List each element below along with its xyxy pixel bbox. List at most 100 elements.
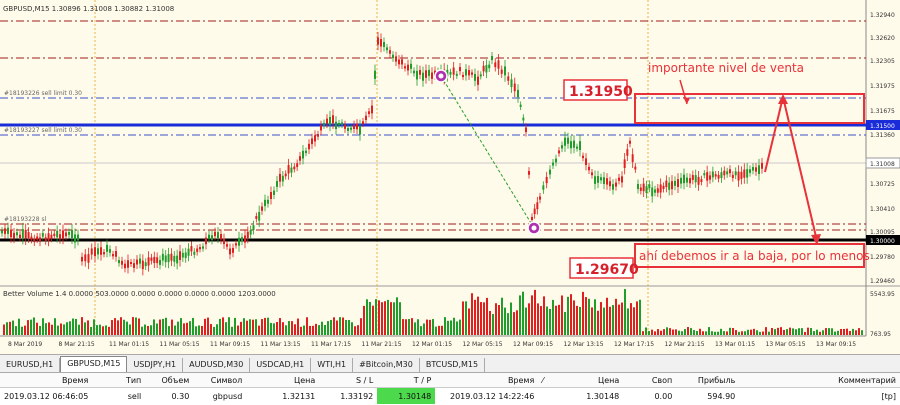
tab-2[interactable]: USDJPY,H1: [127, 358, 184, 372]
col-volume[interactable]: Объем: [145, 373, 194, 388]
volume-bar: [423, 323, 425, 335]
tab-1[interactable]: GBPUSD,M15: [60, 356, 128, 372]
candle-body: [103, 252, 105, 255]
volume-bar: [441, 325, 443, 335]
candle-body: [87, 254, 90, 263]
time-tick: 11 Mar 17:15: [311, 341, 351, 348]
col-swap[interactable]: Своп: [623, 373, 677, 388]
volume-bar: [408, 319, 410, 335]
col-symbol[interactable]: Символ: [193, 373, 247, 388]
tab-7[interactable]: BTCUSD,M15: [420, 358, 486, 372]
price-panel: [0, 0, 866, 286]
target-zone-box[interactable]: [634, 243, 865, 268]
candle-body: [479, 74, 482, 77]
candle-body: [124, 263, 126, 269]
cell-open-time: 2019.03.12 06:46:05: [4, 391, 89, 401]
volume-bar: [261, 319, 263, 335]
volume-bar: [396, 297, 398, 335]
col-price[interactable]: Цена: [246, 373, 320, 388]
order-label-1: #18193226 sell limit 0.30: [4, 90, 82, 97]
candle-body: [281, 175, 284, 182]
volume-bar: [306, 317, 308, 335]
tab-0[interactable]: EURUSD,H1: [0, 358, 61, 372]
volume-bar: [675, 329, 677, 335]
col-sl[interactable]: S / L: [319, 373, 378, 388]
volume-bar: [705, 331, 707, 335]
order-label-2: #18193227 sell limit 0.30: [4, 127, 82, 134]
candle-body: [567, 137, 569, 144]
candle-body: [680, 177, 682, 184]
candle-body: [665, 180, 668, 188]
candle-body: [84, 254, 87, 262]
volume-bar: [402, 319, 404, 335]
col-comment[interactable]: Комментарий: [739, 373, 900, 388]
col-close-price[interactable]: Цена: [560, 373, 624, 388]
volume-bar: [102, 326, 104, 335]
candle-body: [668, 182, 671, 190]
candle-body: [404, 66, 406, 69]
candle-body: [631, 154, 634, 163]
col-type[interactable]: Тип: [92, 373, 146, 388]
volume-bar: [255, 319, 257, 335]
annotation-top: importante nivel de venta: [648, 61, 804, 75]
volume-bar: [84, 322, 86, 335]
candle-body: [170, 253, 173, 261]
tab-5[interactable]: WTI,H1: [311, 358, 354, 372]
volume-bar: [321, 321, 323, 335]
volume-bar: [66, 322, 68, 335]
col-open-time[interactable]: Время: [0, 373, 93, 388]
candle-body: [314, 135, 316, 142]
candle-body: [510, 79, 513, 88]
col-tp[interactable]: T / P: [377, 373, 436, 388]
col-profit[interactable]: Прибыль: [676, 373, 740, 388]
table-row[interactable]: 2019.03.12 06:46:05 sell 0.30 gbpusd 1.3…: [0, 387, 900, 404]
projection-arrowhead-up: [778, 94, 788, 104]
volume-bar: [435, 326, 437, 335]
volume-bar: [15, 326, 17, 335]
chart-canvas[interactable]: GBPUSD,M15 1.30896 1.31008 1.30882 1.310…: [0, 0, 900, 354]
candle-body: [147, 257, 150, 266]
candle-body: [637, 183, 639, 189]
candle-body: [717, 174, 720, 179]
volume-bar: [594, 299, 596, 335]
sell-zone-box[interactable]: [634, 93, 865, 124]
volume-label: Better Volume 1.4 0.0000 503.0000 0.0000…: [3, 290, 276, 298]
candle-body: [539, 196, 541, 200]
candle-body: [30, 236, 33, 240]
candle-body: [44, 237, 47, 241]
volume-bar: [816, 329, 818, 335]
volume-bar: [702, 331, 704, 335]
volume-bar: [780, 327, 782, 335]
candle-body: [612, 184, 614, 190]
candle-body: [500, 69, 503, 74]
candle-body: [594, 176, 596, 184]
volume-bar: [276, 321, 278, 335]
volume-bar: [282, 322, 284, 335]
tab-4[interactable]: USDCAD,H1: [250, 358, 312, 372]
price-tick: 1.32620: [870, 35, 895, 42]
col-sort[interactable]: ⁄: [538, 373, 561, 388]
candle-body: [555, 158, 557, 163]
tab-6[interactable]: #Bitcoin,M30: [353, 358, 420, 372]
volume-bar: [87, 320, 89, 335]
candle-body: [53, 233, 56, 237]
candle-body: [176, 255, 179, 264]
volume-bar: [558, 304, 560, 335]
candle-body: [645, 186, 648, 194]
candle-body: [552, 162, 554, 166]
volume-bar: [330, 319, 332, 335]
volume-bar: [633, 307, 635, 335]
volume-bar: [207, 317, 209, 335]
volume-bar: [753, 328, 755, 335]
candle-body: [121, 260, 123, 265]
price-chart[interactable]: GBPUSD,M15 1.30896 1.31008 1.30882 1.310…: [0, 0, 900, 354]
volume-bar: [525, 307, 527, 335]
candle-body: [383, 42, 385, 48]
volume-bar: [177, 321, 179, 335]
volume-bar: [639, 299, 641, 335]
candle-body: [19, 234, 21, 238]
tab-3[interactable]: AUDUSD,M30: [183, 358, 251, 372]
volume-bar: [774, 329, 776, 335]
col-close-time[interactable]: Время: [435, 373, 539, 388]
candle-body: [703, 173, 706, 176]
